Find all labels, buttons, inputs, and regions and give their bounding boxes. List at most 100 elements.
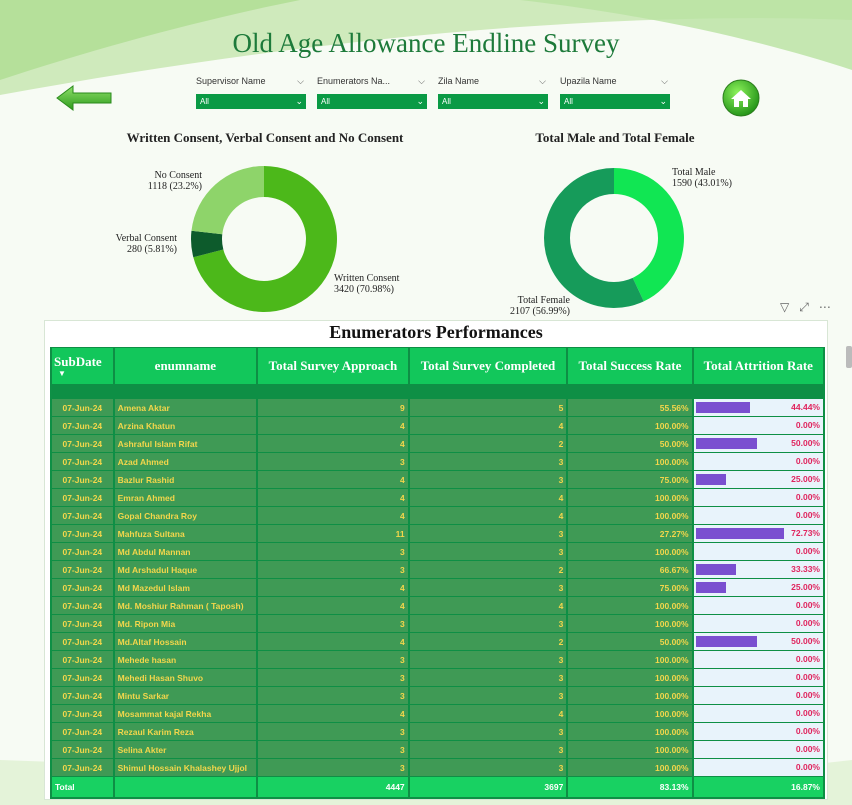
slicer-dropdown[interactable]: All ⌄ (438, 94, 548, 109)
table-row[interactable]: 07-Jun-24 Mosammat kajal Rekha 4 4 100.00% 0.… (52, 705, 823, 722)
column-header-total-success-rate[interactable]: Total Success Rate (568, 348, 692, 384)
slicer-dropdown[interactable]: All ⌄ (196, 94, 306, 109)
gender-donut-chart[interactable] (543, 167, 685, 309)
table-row[interactable]: 07-Jun-24 Mehedi Hasan Shuvo 3 3 100.00% 0.00… (52, 669, 823, 686)
chevron-down-icon[interactable]: ⌵ (418, 76, 425, 86)
column-header-total-attrition-rate[interactable]: Total Attrition Rate (693, 348, 823, 384)
scrollbar-thumb[interactable] (846, 346, 852, 368)
cell-success-rate: 100.00% (568, 669, 692, 686)
cell-subdate: 07-Jun-24 (52, 759, 113, 776)
table-row[interactable]: 07-Jun-24 Ashraful Islam Rifat 4 2 50.00% 50.… (52, 435, 823, 452)
cell-subdate: 07-Jun-24 (52, 669, 113, 686)
chevron-down-icon[interactable]: ⌵ (661, 76, 668, 86)
table-row[interactable]: 07-Jun-24 Bazlur Rashid 4 3 75.00% 25.00% (52, 471, 823, 488)
enumerators-table[interactable]: SubDate ▼ enumname Total Survey Approach … (50, 347, 825, 799)
chevron-down-icon: ⌄ (537, 96, 545, 106)
table-row[interactable]: 07-Jun-24 Mehede hasan 3 3 100.00% 0.00% (52, 651, 823, 668)
no-consent-label: No Consent 1118 (23.2%) (140, 170, 202, 192)
cell-approach: 3 (258, 759, 408, 776)
slicer-label: Supervisor Name (196, 76, 266, 86)
cell-approach: 4 (258, 705, 408, 722)
slicer-value: All (321, 97, 330, 106)
table-row[interactable]: 07-Jun-24 Mintu Sarkar 3 3 100.00% 0.00% (52, 687, 823, 704)
cell-success-rate: 100.00% (568, 543, 692, 560)
chevron-down-icon[interactable]: ⌵ (297, 76, 304, 86)
total-male-label: Total Male 1590 (43.01%) (672, 167, 732, 189)
slicer-upazila-name[interactable]: Upazila Name ⌵ All ⌄ (560, 74, 670, 109)
slice-label-name: Written Consent (334, 273, 400, 284)
cell-completed: 3 (409, 615, 567, 632)
table-row[interactable]: 07-Jun-24 Md Arshadul Haque 3 2 66.67% 33.33% (52, 561, 823, 578)
page-title: Old Age Allowance Endline Survey (232, 28, 620, 58)
cell-approach: 4 (258, 417, 408, 434)
slicer-dropdown[interactable]: All ⌄ (317, 94, 427, 109)
cell-success-rate: 100.00% (568, 723, 692, 740)
table-row[interactable]: 07-Jun-24 Emran Ahmed 4 4 100.00% 0.00% (52, 489, 823, 506)
table-row[interactable]: 07-Jun-24 Arzina Khatun 4 4 100.00% 0.00% (52, 417, 823, 434)
table-row[interactable]: 07-Jun-24 Selina Akter 3 3 100.00% 0.00% (52, 741, 823, 758)
cell-enumname: Emran Ahmed (114, 489, 257, 506)
slicer-dropdown[interactable]: All ⌄ (560, 94, 670, 109)
table-row[interactable]: 07-Jun-24 Md. Ripon Mia 3 3 100.00% 0.00% (52, 615, 823, 632)
sort-down-icon[interactable]: ▼ (58, 369, 66, 378)
attrition-value: 50.00% (791, 636, 820, 646)
home-button-icon[interactable] (722, 79, 760, 117)
table-row[interactable]: 07-Jun-24 Gopal Chandra Roy 4 4 100.00% 0.00% (52, 507, 823, 524)
total-approach: 4447 (258, 777, 408, 797)
cell-enumname: Selina Akter (114, 741, 257, 758)
cell-attrition-rate: 33.33% (693, 561, 823, 578)
cell-success-rate: 100.00% (568, 705, 692, 722)
cell-completed: 3 (409, 741, 567, 758)
total-row: Total 4447 3697 83.13% 16.87% (52, 777, 823, 797)
slicer-supervisor-name[interactable]: Supervisor Name ⌵ All ⌄ (196, 74, 306, 109)
attrition-value: 0.00% (795, 546, 820, 556)
verbal-consent-label: Verbal Consent 280 (5.81%) (105, 233, 177, 255)
attrition-value: 0.00% (795, 600, 820, 610)
consent-donut-chart[interactable] (190, 165, 338, 313)
table-row[interactable]: 07-Jun-24 Amena Aktar 9 5 55.56% 44.44% (52, 399, 823, 416)
slice-no-consent[interactable] (191, 166, 264, 235)
table-row[interactable]: 07-Jun-24 Mahfuza Sultana 11 3 27.27% 72.73% (52, 525, 823, 542)
focus-mode-icon[interactable]: ⤢ (799, 300, 809, 314)
table-row[interactable]: 07-Jun-24 Md Abdul Mannan 3 3 100.00% 0.00% (52, 543, 823, 560)
cell-approach: 4 (258, 435, 408, 452)
table-row[interactable]: 07-Jun-24 Shimul Hossain Khalashey Ujjol 3… (52, 759, 823, 776)
attrition-data-bar (695, 474, 727, 485)
cell-enumname: Md. Ripon Mia (114, 615, 257, 632)
cell-approach: 3 (258, 543, 408, 560)
slicer-enumerators-name[interactable]: Enumerators Na... ⌵ All ⌄ (317, 74, 427, 109)
more-options-icon[interactable]: ⋯ (818, 300, 831, 314)
cell-completed: 3 (409, 687, 567, 704)
column-header-total-survey-completed[interactable]: Total Survey Completed (409, 348, 567, 384)
slicer-zila-name[interactable]: Zila Name ⌵ All ⌄ (438, 74, 548, 109)
slice-label-name: Total Male (672, 167, 716, 178)
column-header-total-survey-approach[interactable]: Total Survey Approach (258, 348, 408, 384)
total-label: Total (52, 777, 113, 797)
cell-attrition-rate: 0.00% (693, 597, 823, 614)
attrition-value: 0.00% (795, 708, 820, 718)
slicer-label: Upazila Name (560, 76, 617, 86)
attrition-data-bar (695, 564, 737, 575)
column-header-subdate[interactable]: SubDate ▼ (52, 348, 113, 384)
table-row[interactable]: 07-Jun-24 Md Mazedul Islam 4 3 75.00% 25.00% (52, 579, 823, 596)
chevron-down-icon[interactable]: ⌵ (539, 76, 546, 86)
cell-completed: 3 (409, 579, 567, 596)
table-row[interactable]: 07-Jun-24 Rezaul Karim Reza 3 3 100.00% 0.00% (52, 723, 823, 740)
cell-attrition-rate: 25.00% (693, 471, 823, 488)
cell-enumname: Md Abdul Mannan (114, 543, 257, 560)
back-arrow-icon[interactable] (55, 84, 113, 112)
table-row[interactable]: 07-Jun-24 Md. Moshiur Rahman ( Taposh) 4 4 1… (52, 597, 823, 614)
attrition-value: 0.00% (795, 672, 820, 682)
cell-attrition-rate: 0.00% (693, 669, 823, 686)
cell-attrition-rate: 0.00% (693, 651, 823, 668)
column-header-enumname[interactable]: enumname (114, 348, 257, 384)
cell-approach: 4 (258, 471, 408, 488)
table-row[interactable]: 07-Jun-24 Azad Ahmed 3 3 100.00% 0.00% (52, 453, 823, 470)
table-row[interactable]: 07-Jun-24 Md.Altaf Hossain 4 2 50.00% 50.00% (52, 633, 823, 650)
slice-label-name: Verbal Consent (115, 233, 177, 244)
cell-subdate: 07-Jun-24 (52, 543, 113, 560)
filter-icon[interactable]: ▽ (780, 300, 790, 314)
attrition-data-bar (695, 636, 757, 647)
cell-enumname: Ashraful Islam Rifat (114, 435, 257, 452)
cell-enumname: Mintu Sarkar (114, 687, 257, 704)
